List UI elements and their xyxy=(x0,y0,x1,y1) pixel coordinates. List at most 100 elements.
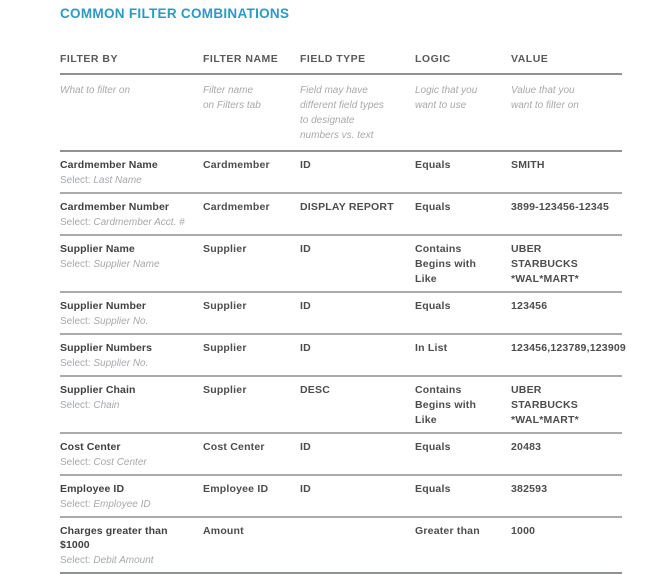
select-prefix: Select: xyxy=(60,400,91,411)
table-row: Employee ID Select: Employee ID Employee I… xyxy=(60,476,622,518)
filter-name-cell: Cardmember xyxy=(203,158,300,188)
table-row: Supplier Number Select: Supplier No. Suppl… xyxy=(60,293,622,335)
filter-name-cell: Employee ID xyxy=(203,482,300,512)
select-hint: Select: Cardmember Acct. # xyxy=(60,216,193,230)
field-type-cell: DESC xyxy=(300,383,415,428)
field-type-value: ID xyxy=(300,342,311,354)
select-field-name: Supplier No. xyxy=(93,358,149,369)
value-value: 123456,123789,123909 xyxy=(511,342,626,354)
field-type-cell: ID xyxy=(300,242,415,287)
table-body: Cardmember Name Select: Last Name Cardmemb… xyxy=(60,152,626,574)
select-prefix: Select: xyxy=(60,358,91,369)
value-value: 3899-123456-12345 xyxy=(511,201,609,213)
filter-by-label: Cardmember Number xyxy=(60,201,170,213)
field-type-value: ID xyxy=(300,159,311,171)
logic-value: Begins with xyxy=(415,258,477,270)
logic-cell: Equals xyxy=(415,440,511,470)
table-description-row: What to filter on Filter name on Filters … xyxy=(60,75,622,152)
logic-value: Equals xyxy=(415,201,451,213)
field-type-cell: ID xyxy=(300,440,415,470)
logic-cell: In List xyxy=(415,341,511,371)
select-hint: Select: Chain xyxy=(60,399,193,413)
select-prefix: Select: xyxy=(60,499,91,510)
logic-value: Greater than xyxy=(415,525,480,537)
field-type-value: ID xyxy=(300,483,311,495)
table-row: Cost Center Select: Cost Center Cost Cente… xyxy=(60,434,622,476)
table-row: Supplier Numbers Select: Supplier No. Supp… xyxy=(60,335,626,377)
filter-by-cell: Cost Center Select: Cost Center xyxy=(60,440,203,470)
column-description: What to filter on xyxy=(60,85,131,96)
logic-cell: Contains Begins with Like xyxy=(415,383,511,428)
value-value: SMITH xyxy=(511,159,545,171)
value-value: STARBUCKS xyxy=(511,399,578,411)
select-field-name: Last Name xyxy=(93,175,142,186)
value-cell: 123456,123789,123909 xyxy=(511,341,626,371)
value-value: 382593 xyxy=(511,483,548,495)
field-type-value: DISPLAY REPORT xyxy=(300,201,394,213)
logic-value: Equals xyxy=(415,159,451,171)
logic-value: Like xyxy=(415,273,437,285)
filter-name-cell: Supplier xyxy=(203,242,300,287)
filter-by-label: Employee ID xyxy=(60,483,125,495)
field-type-cell: ID xyxy=(300,341,415,371)
value-value: 1000 xyxy=(511,525,536,537)
select-hint: Select: Cost Center xyxy=(60,456,193,470)
field-type-value: ID xyxy=(300,243,311,255)
page: COMMON FILTER COMBINATIONS FILTER BY FILT… xyxy=(60,6,626,574)
select-field-name: Supplier Name xyxy=(93,259,160,270)
filter-by-label: Supplier Chain xyxy=(60,384,136,396)
filter-by-label: Supplier Numbers xyxy=(60,342,153,354)
column-header: LOGIC xyxy=(415,53,451,65)
filter-name-cell: Cost Center xyxy=(203,440,300,470)
filter-name-cell: Supplier xyxy=(203,383,300,428)
select-prefix: Select: xyxy=(60,555,91,566)
logic-value: In List xyxy=(415,342,448,354)
select-hint: Select: Last Name xyxy=(60,174,193,188)
value-cell: 20483 xyxy=(511,440,622,470)
column-description: Filter name on Filters tab xyxy=(203,85,261,111)
filter-combinations-table: FILTER BY FILTER NAME FIELD TYPE LOGIC VALUE… xyxy=(60,47,626,574)
select-field-name: Supplier No. xyxy=(93,316,149,327)
select-hint: Select: Supplier No. xyxy=(60,357,193,371)
filter-name-value: Cardmember xyxy=(203,201,270,213)
filter-name-value: Cost Center xyxy=(203,441,265,453)
field-type-cell xyxy=(300,524,415,568)
filter-name-value: Amount xyxy=(203,525,244,537)
value-value: 20483 xyxy=(511,441,542,453)
logic-cell: Equals xyxy=(415,200,511,230)
table-row: Supplier Name Select: Supplier Name Suppli… xyxy=(60,236,622,293)
logic-cell: Equals xyxy=(415,482,511,512)
column-description: Value that you want to filter on xyxy=(511,85,579,111)
select-prefix: Select: xyxy=(60,217,91,228)
filter-by-label: Supplier Number xyxy=(60,300,147,312)
value-cell: 3899-123456-12345 xyxy=(511,200,622,230)
page-title: COMMON FILTER COMBINATIONS xyxy=(60,6,290,21)
logic-value: Contains xyxy=(415,384,462,396)
table-row: Cardmember Name Select: Last Name Cardmemb… xyxy=(60,152,622,194)
filter-by-cell: Charges greater than $1000 Select: Debit … xyxy=(60,524,203,568)
value-value: *WAL*MART* xyxy=(511,414,579,426)
column-description: Field may have different field types to … xyxy=(300,85,384,141)
logic-value: Contains xyxy=(415,243,462,255)
value-value: UBER xyxy=(511,243,542,255)
logic-value: Equals xyxy=(415,483,451,495)
column-header: FILTER BY xyxy=(60,53,118,65)
value-value: STARBUCKS xyxy=(511,258,578,270)
value-value: *WAL*MART* xyxy=(511,273,579,285)
value-cell: 382593 xyxy=(511,482,622,512)
filter-by-cell: Employee ID Select: Employee ID xyxy=(60,482,203,512)
logic-cell: Equals xyxy=(415,299,511,329)
table-header-row: FILTER BY FILTER NAME FIELD TYPE LOGIC VALUE xyxy=(60,47,622,75)
select-field-name: Cost Center xyxy=(93,457,147,468)
select-hint: Select: Supplier Name xyxy=(60,258,193,272)
select-field-name: Employee ID xyxy=(93,499,151,510)
filter-by-label: Supplier Name xyxy=(60,243,135,255)
filter-by-cell: Cardmember Number Select: Cardmember Acct… xyxy=(60,200,203,230)
logic-value: Begins with xyxy=(415,399,477,411)
filter-name-value: Cardmember xyxy=(203,159,270,171)
value-cell: UBER STARBUCKS *WAL*MART* xyxy=(511,242,622,287)
select-prefix: Select: xyxy=(60,457,91,468)
logic-value: Like xyxy=(415,414,437,426)
value-value: UBER xyxy=(511,384,542,396)
filter-name-cell: Amount xyxy=(203,524,300,568)
